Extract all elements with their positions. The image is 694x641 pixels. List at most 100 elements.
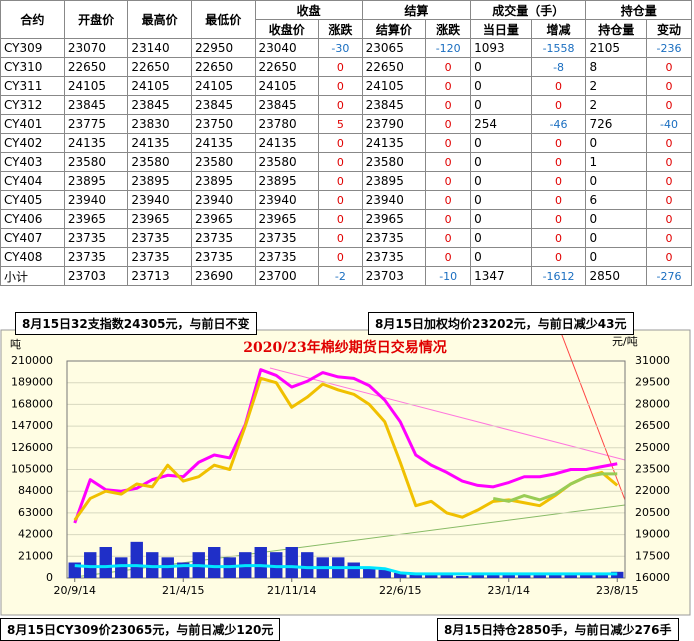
cell: 23700	[254, 266, 320, 286]
cell: 1347	[470, 266, 532, 286]
cell: 22650	[63, 57, 129, 77]
cell: 0	[530, 209, 587, 229]
cell: 23965	[254, 209, 320, 229]
cell: 开盘价	[63, 0, 129, 39]
cell: 23965	[127, 209, 192, 229]
volume-bar	[425, 574, 438, 578]
cell: 0	[645, 228, 693, 248]
cell: 0	[425, 190, 472, 210]
volume-bar	[518, 573, 531, 578]
cell: 24105	[254, 76, 320, 96]
cell: CY310	[0, 57, 65, 77]
y-tick-label: 63000	[18, 506, 53, 519]
note: 8月15日持仓2850手，与前日减少276手	[437, 618, 679, 641]
cell: 23895	[63, 171, 129, 191]
series-line	[492, 472, 618, 503]
volume-bar	[347, 562, 360, 578]
cell: 合约	[0, 0, 65, 39]
x-tick-label: 20/9/14	[54, 584, 96, 597]
cell: 23735	[127, 247, 192, 267]
volume-bar	[595, 572, 608, 578]
volume-bar	[549, 574, 562, 578]
x-tick-label: 23/1/14	[488, 584, 530, 597]
cell: -10	[425, 266, 472, 286]
cell: 23580	[127, 152, 192, 172]
cell: 24105	[127, 76, 192, 96]
volume-bar	[564, 573, 577, 578]
y2-tick-label: 17500	[635, 549, 670, 562]
cell: 23735	[361, 247, 427, 267]
x-tick-label: 21/11/14	[267, 584, 316, 597]
y-tick-label: 105000	[11, 463, 53, 476]
cell: 23735	[254, 228, 320, 248]
cell: -1612	[530, 266, 587, 286]
volume-bar	[502, 574, 515, 578]
cell: 23070	[63, 38, 129, 58]
cell: 23940	[254, 190, 320, 210]
plot-frame	[66, 360, 626, 579]
cell: 2850	[585, 266, 647, 286]
cell: 23690	[190, 266, 256, 286]
volume-bar	[208, 547, 221, 578]
cell: -46	[530, 114, 587, 134]
cell: 23703	[361, 266, 427, 286]
y2-tick-label: 29500	[635, 376, 670, 389]
cell: -8	[530, 57, 587, 77]
series-line	[73, 368, 618, 524]
row: 小计 23703 23713 23690 23700 -2 23703 -10 1347 -161…	[0, 266, 693, 286]
y2-tick-label: 28000	[635, 397, 670, 410]
row: CY404 23895 23895 23895 23895 0 23895 0 0 0 0 0	[0, 171, 693, 191]
y2-tick-label: 26500	[635, 419, 670, 432]
y2-tick-label: 16000	[635, 571, 670, 584]
cell: 23965	[361, 209, 427, 229]
cell: 23895	[361, 171, 427, 191]
cell: 最低价	[190, 0, 256, 39]
cell: 2105	[585, 38, 647, 58]
cell: -236	[645, 38, 693, 58]
volume-bar	[270, 552, 283, 578]
cell: 0	[530, 76, 587, 96]
volume-bar	[99, 547, 112, 578]
volume-bar	[146, 552, 159, 578]
cell: 当日量	[470, 19, 532, 39]
x-tick-label: 22/6/15	[379, 584, 421, 597]
volume-bar	[487, 574, 500, 578]
volume-bar	[533, 574, 546, 578]
cell: CY404	[0, 171, 65, 191]
y-tick-label: 84000	[18, 484, 53, 497]
cell: 23040	[254, 38, 320, 58]
volume-bar	[456, 575, 469, 578]
cell: CY406	[0, 209, 65, 229]
chart-title: 2020/23年棉纱期货日交易情况	[243, 339, 447, 356]
y-tick-label: 42000	[18, 528, 53, 541]
y-unit: 吨	[10, 338, 21, 351]
y2-tick-label: 23500	[635, 463, 670, 476]
cell: 23965	[63, 209, 129, 229]
cell: 23703	[63, 266, 129, 286]
cell: 23940	[127, 190, 192, 210]
volume-bar	[130, 541, 143, 578]
cell: -1558	[530, 38, 587, 58]
cell: 23713	[127, 266, 192, 286]
cell: 23735	[190, 247, 256, 267]
volume-bar	[254, 547, 267, 578]
volume-bar	[115, 557, 128, 578]
cell: CY311	[0, 76, 65, 96]
cell: 收盘价	[254, 19, 320, 39]
y2-tick-label: 25000	[635, 441, 670, 454]
row: CY310 22650 22650 22650 22650 0 22650 0 0 -8 8 0	[0, 57, 693, 77]
x-tick-label: 23/8/15	[596, 584, 638, 597]
cell: 24105	[361, 76, 427, 96]
pointer-line	[559, 329, 626, 501]
y-tick-label: 126000	[11, 441, 53, 454]
cell: CY312	[0, 95, 65, 115]
y2-tick-label: 22000	[635, 484, 670, 497]
y-tick-label: 189000	[11, 376, 53, 389]
volume-bar	[471, 574, 484, 578]
row: CY311 24105 24105 24105 24105 0 24105 0 0 0 2 0	[0, 76, 693, 96]
cell: CY405	[0, 190, 65, 210]
cell: 22650	[190, 57, 256, 77]
cell: 涨跌	[425, 19, 472, 39]
note: 8月15日32支指数24305元，与前日不变	[15, 312, 257, 335]
